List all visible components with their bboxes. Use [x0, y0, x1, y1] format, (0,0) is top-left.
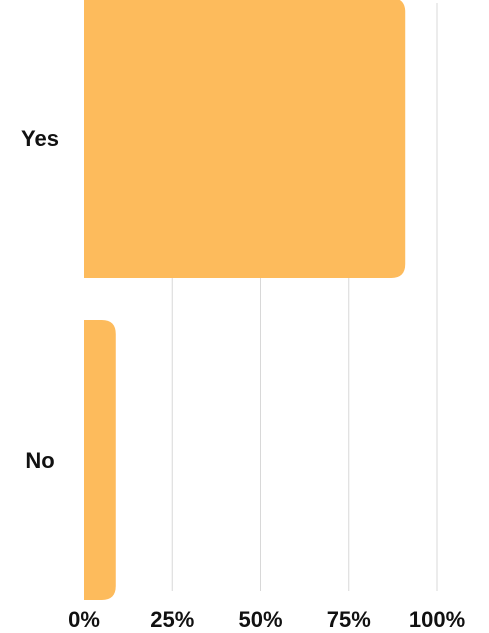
x-tick-labels: 0% 25% 50% 75% 100% — [68, 607, 465, 632]
category-label-yes: Yes — [21, 126, 59, 151]
x-tick-label: 25% — [150, 607, 194, 632]
bars — [84, 0, 406, 600]
x-tick-label: 0% — [68, 607, 100, 632]
x-tick-label: 100% — [409, 607, 465, 632]
category-labels: Yes No — [21, 126, 59, 473]
category-label-no: No — [25, 448, 54, 473]
bar-no — [84, 320, 116, 600]
bar-yes — [84, 0, 406, 278]
x-tick-label: 50% — [238, 607, 282, 632]
x-tick-label: 75% — [327, 607, 371, 632]
